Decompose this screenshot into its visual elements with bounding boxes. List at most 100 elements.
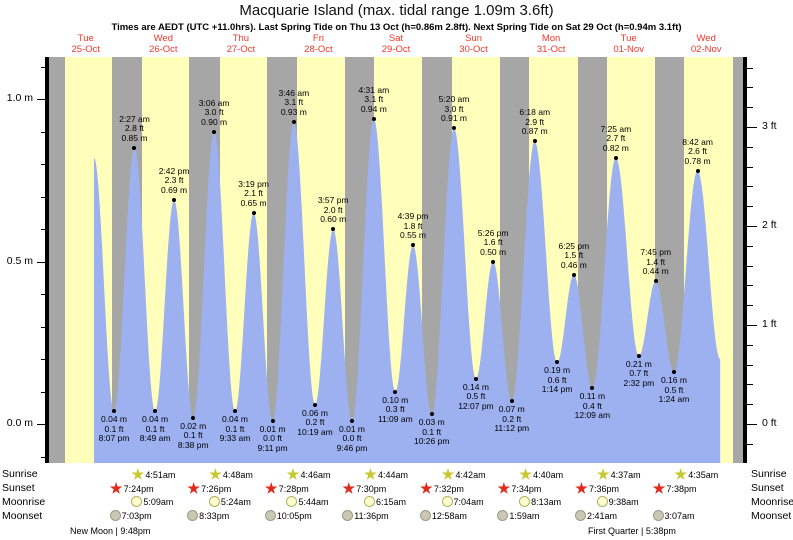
sunset-star-icon [187,482,200,494]
tide-low-dot-23 [555,360,560,365]
tide-feet: 0.1 ft [183,430,203,441]
moonset-cell-1: 7:03pm [109,510,152,521]
tide-low-label-29: 0.16 m 0.5 ft 1:24 am [659,376,690,405]
tide-feet: 0.1 ft [104,423,124,434]
sunset-star-icon [575,482,588,494]
tide-time: 8:42 am [682,136,713,147]
y-tick-major-1 [37,99,47,101]
tide-time: 6:18 am [519,107,551,118]
moonrise-cell-time-2: 5:24am [220,496,251,507]
sunset-cell-time-8: 7:38pm [666,483,697,494]
moonrise-cell-7: 9:38am [596,496,639,507]
tide-low-label-23: 0.19 m 0.6 ft 1:14 pm [542,366,573,395]
moonset-disc-icon [419,510,431,521]
sunrise-cell-7: 4:37am [596,468,641,481]
moonset-disc-icon [574,510,586,521]
tide-time: 3:57 pm [317,195,349,206]
y-tick-minor-0.2 [41,359,47,361]
y-tick-minor-0.9 [41,131,47,133]
day-header-weekday: Tue [77,33,94,44]
page-subtitle: Times are AEDT (UTC +11.0hrs). Last Spri… [111,22,682,33]
tide-low-label-3: 0.04 m 0.1 ft 8:49 am [140,415,171,444]
sunrise-cell-time-3: 4:46am [300,469,331,480]
sunset-star-icon [497,482,511,494]
y-axis-label-ft-4: 3 ft [762,120,777,133]
sunrise-cell-6: 4:40am [519,468,563,481]
moonset-cell-time-7: 2:41am [586,510,617,521]
sunrise-cell-1: 4:51am [131,468,175,481]
sunrise-star-icon [209,468,222,480]
moonrise-cell-time-7: 9:38am [608,496,639,507]
tide-meters: 0.10 m [382,394,409,405]
tide-feet: 0.4 ft [582,400,602,411]
tide-meters: 0.04 m [142,414,169,425]
tide-high-dot-14 [371,116,376,121]
sunrise-cell-5: 4:42am [441,468,486,481]
sunset-cell-time-1: 7:24pm [123,483,154,494]
tide-meters: 0.93 m [280,106,307,117]
tide-feet: 0.5 ft [466,391,486,402]
tide-meters: 0.90 m [201,116,228,127]
tide-feet: 2.1 ft [244,188,264,199]
sunset-cell-4: 7:30pm [342,482,386,495]
y-tick-major-0 [37,424,47,426]
day-header-date: 28-Oct [304,44,333,55]
sunrise-cell-4: 4:44am [364,468,408,481]
day-header-weekday: Thu [232,33,250,44]
day-header-7: Mon 31-Oct [512,33,590,55]
tide-meters: 0.87 m [521,126,548,137]
tide-time: 8:38 pm [177,439,209,450]
tide-low-label-27: 0.21 m 0.7 ft 2:32 pm [623,359,654,389]
moonrise-cell-3: 5:44am [286,496,328,507]
y-tick-major-0.5 [37,261,47,263]
moonset-cell-6: 1:59am [497,510,539,521]
tide-feet: 3.1 ft [284,97,304,108]
tide-time: 11:09 am [377,413,413,424]
sunset-star-icon [652,482,666,494]
sunset-cell-5: 7:32pm [420,482,464,495]
tide-feet: 1.8 ft [403,220,423,231]
tide-meters: 0.85 m [121,132,148,143]
tide-meters: 0.65 m [240,197,267,208]
y-tick-minor-ft-0.8 [747,344,753,346]
astro-row-label-left-moonrise: Moonrise [2,496,46,508]
y-tick-major-ft-2 [747,226,757,228]
moonrise-disc-icon [596,496,608,507]
tide-feet: 1.5 ft [564,250,584,261]
tide-meters: 0.01 m [259,423,286,434]
day-header-6: Sun 30-Oct [435,33,513,55]
moonset-cell-time-6: 1:59am [509,510,540,521]
tide-feet: 2.9 ft [525,116,545,127]
tide-high-dot-12 [331,227,336,232]
night-band-10 [732,57,743,463]
tide-high-dot-26 [613,155,618,160]
tide-low-dot-15 [393,389,398,394]
moonrise-cell-6: 8:13am [519,496,561,507]
y-tick-minor-ft-1.8 [747,245,753,247]
tide-high-label-22: 6:18 am 2.9 ft 0.87 m [519,108,550,137]
moonset-disc-icon [652,510,664,521]
day-header-weekday: Wed [153,33,173,44]
moonset-disc-icon [497,510,509,521]
astro-table: Sunrise Sunrise Sunset Sunset Moonrise Moonri… [0,466,793,526]
day-header-5: Sat 29-Oct [357,33,435,55]
sunrise-star-icon [441,468,455,480]
tide-low-dot-13 [350,418,354,423]
tide-time: 9:11 pm [257,442,288,453]
tide-low-dot-1 [112,409,116,414]
tide-high-dot-24 [571,272,576,277]
tide-meters: 0.04 m [101,414,127,425]
tide-low-dot-21 [509,399,514,404]
moonset-disc-icon [342,510,354,521]
tide-high-label-4: 2:42 pm 2.3 ft 0.69 m [159,166,190,196]
tide-meters: 0.03 m [418,417,445,428]
tide-curve [93,118,721,463]
day-header-date: 29-Oct [381,44,411,55]
sunset-cell-7: 7:36pm [575,482,619,495]
tide-feet: 2.0 ft [323,204,343,215]
sunset-cell-time-3: 7:28pm [278,483,309,494]
y-axis-line-left [45,57,47,463]
tide-low-dot-11 [313,402,317,407]
tide-high-dot-30 [695,168,700,173]
tide-high-dot-4 [172,197,177,202]
